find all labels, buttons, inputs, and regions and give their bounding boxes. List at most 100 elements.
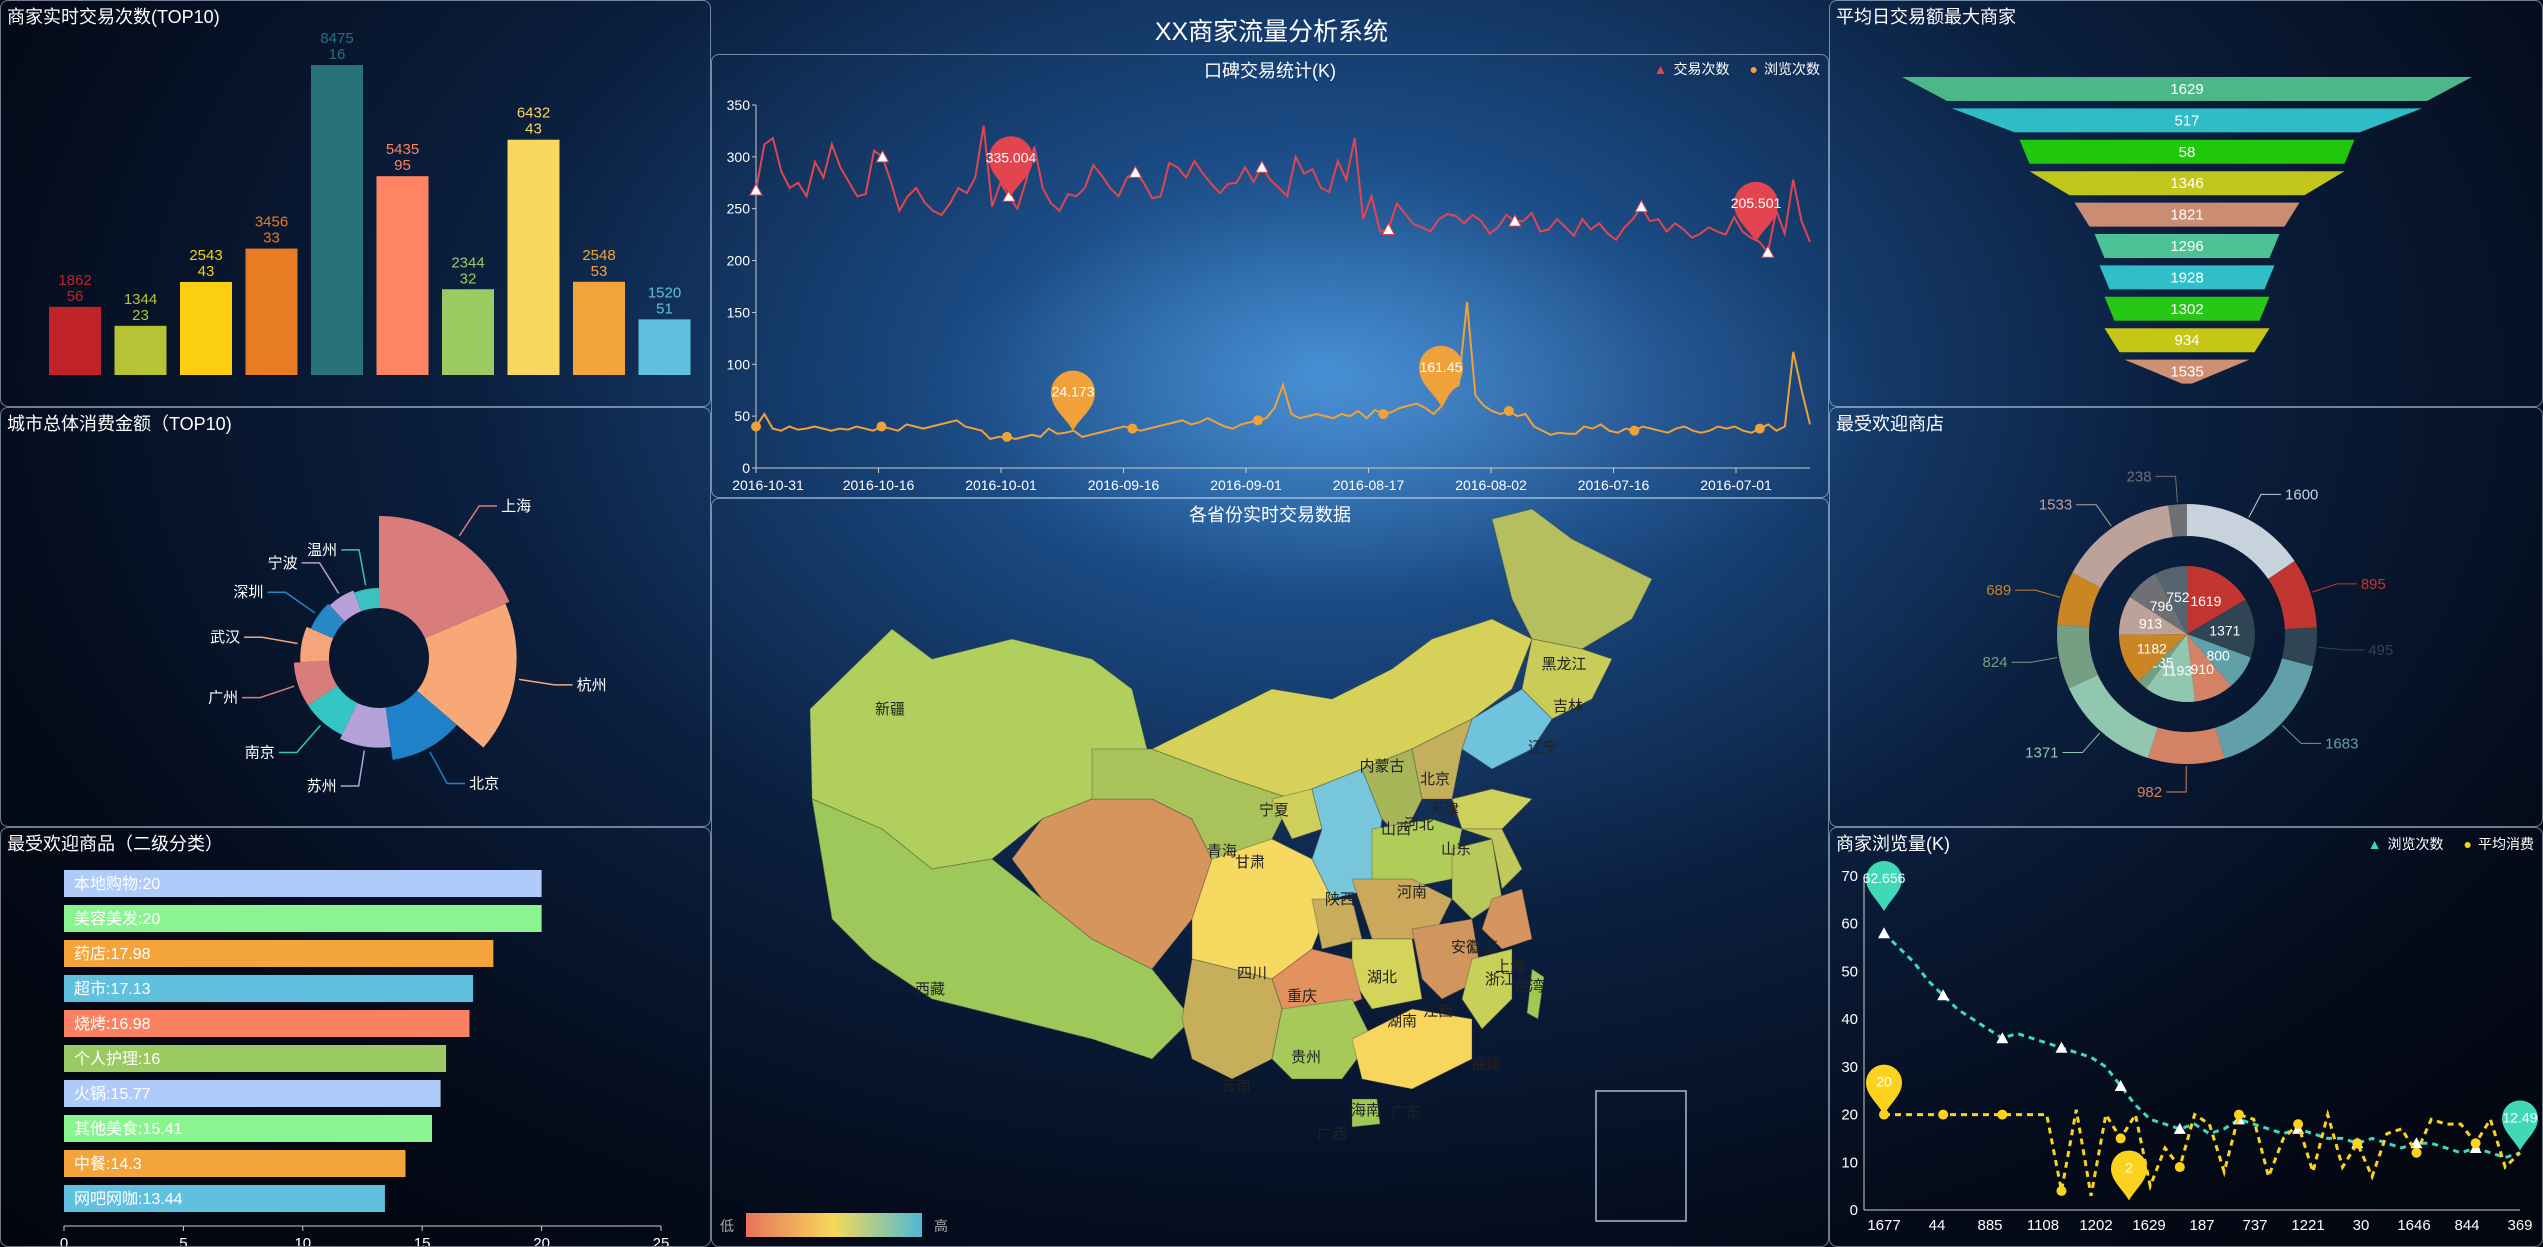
province-guangxi[interactable] (1271, 998, 1373, 1080)
province-anhui[interactable] (1451, 838, 1503, 920)
rose-slice (416, 603, 517, 748)
province-label: 云南 (1221, 1078, 1251, 1095)
y-tick-label: 200 (727, 253, 751, 269)
province-fujian[interactable] (1461, 948, 1513, 1030)
avg-spend-symbol (1997, 1109, 2008, 1120)
trade-bar (507, 139, 560, 375)
browse-legend[interactable]: ▲ 浏览次数 ● 平均消费 (2368, 834, 2534, 854)
trade-count-symbol (1255, 160, 1269, 173)
markpoint-pin (2502, 1100, 2538, 1151)
koubei-legend[interactable]: ▲ 交易次数 ● 浏览次数 (1654, 59, 1820, 79)
province-heilongjiang[interactable] (1491, 508, 1653, 650)
x-tick-label: 885 (1977, 1217, 2002, 1234)
x-tick-label: 1108 (2027, 1217, 2059, 1234)
triangle-icon: ▲ (2367, 836, 2382, 852)
province-label: 江西 (1423, 1003, 1453, 1020)
inner-label: 796 (2150, 598, 2174, 614)
province-jiangxi[interactable] (1411, 918, 1483, 1000)
rose-slice (340, 703, 391, 748)
outer-slice (2057, 624, 2098, 689)
trade-bar-label: 33 (263, 230, 280, 247)
inner-label: 910 (2191, 661, 2215, 677)
province-label: 黑龙江 (1541, 656, 1586, 673)
avg-spend-symbol (2056, 1185, 2067, 1196)
markpoint-pin (989, 136, 1033, 197)
panel-title: 最受欢迎商品（二级分类） (7, 834, 223, 854)
markpoint-pin (1734, 181, 1778, 242)
x-tick-label: 2016-09-16 (1088, 477, 1160, 493)
map-panel: 各省份实时交易数据 (711, 498, 1829, 1247)
province-label: 西藏 (915, 981, 945, 998)
province-label: 广西 (1317, 1126, 1347, 1143)
rose-slice (329, 590, 362, 622)
trade-bar-label: 1344 (124, 291, 157, 308)
rose-label: 南京 (245, 745, 275, 762)
goods-bar-label: 药店:17.98 (74, 945, 151, 963)
trade-bar-label: 53 (591, 263, 608, 280)
province-hebei[interactable] (1411, 718, 1473, 800)
markpoint-pin (1419, 345, 1463, 406)
province-shaanxi[interactable] (1311, 768, 1383, 900)
outer-label: 495 (2368, 642, 2393, 659)
y-tick-label: 250 (727, 201, 751, 217)
outer-label-line (2155, 475, 2178, 503)
x-tick-label: 1629 (2132, 1217, 2165, 1234)
rose-label-line (340, 750, 366, 787)
inner-slice (2138, 634, 2187, 689)
browse-count-line (755, 301, 1811, 441)
avg-spend-symbol (2233, 1109, 2244, 1120)
x-tick-label: 25 (653, 1235, 670, 1247)
trade-count-symbol (1128, 165, 1143, 178)
province-hainan[interactable] (1351, 1098, 1381, 1128)
rose-label: 武汉 (210, 629, 240, 646)
province-taiwan[interactable] (1526, 968, 1545, 1020)
x-tick-label: 1646 (2397, 1217, 2430, 1234)
avg-spend-symbol (2115, 1133, 2126, 1144)
inner-label: 1619 (2190, 593, 2221, 609)
map-provinces[interactable] (809, 508, 1653, 1128)
markpoint-label: 24.173 (1052, 384, 1095, 400)
funnel-segment (2094, 234, 2280, 258)
y-tick-label: 0 (1850, 1202, 1858, 1219)
y-tick-label: 20 (1841, 1107, 1858, 1124)
x-tick-label: 2016-08-17 (1333, 477, 1405, 493)
outer-slice (2072, 505, 2173, 588)
province-hubei[interactable] (1351, 878, 1453, 940)
south-sea-inset (1595, 1090, 1687, 1222)
trade-count-symbol (1508, 214, 1522, 227)
province-shandong[interactable] (1451, 788, 1533, 830)
goods-bar (64, 905, 542, 932)
goods-bar-label: 中餐:14.3 (74, 1155, 142, 1173)
trade-bar (245, 248, 298, 375)
province-guangdong[interactable] (1351, 1008, 1473, 1090)
markpoint-label: 62.656 (1863, 870, 1906, 886)
funnel-label: 517 (2174, 112, 2199, 129)
province-zhejiang[interactable] (1481, 888, 1533, 950)
trade-count-symbol (1760, 245, 1775, 258)
y-tick-label: 10 (1841, 1154, 1858, 1171)
inner-label: 913 (2139, 615, 2163, 631)
funnel-label: 1629 (2170, 81, 2203, 98)
legend-label: 浏览次数 (2387, 836, 2444, 852)
province-shanxi[interactable] (1361, 748, 1423, 840)
panel-title: 平均日交易额最大商家 (1836, 7, 2016, 27)
province-label: 北京 (1420, 771, 1450, 788)
shops-panel: 最受欢迎商店 1600 895 495 1683 982 1371 824 689 1533 23… (1829, 407, 2543, 827)
goods-chart: 本地购物:20 美容美发:20 药店:17.98 超市:17.13 烧烤:16.98 个人… (60, 870, 670, 1247)
avg-spend-symbol (2470, 1138, 2481, 1149)
browse-count-symbol (1996, 1032, 2009, 1044)
visualmap-bar[interactable] (746, 1213, 922, 1237)
funnel-label: 1346 (2170, 175, 2203, 192)
goods-bar (64, 1115, 432, 1142)
province-jiangsu[interactable] (1461, 828, 1523, 891)
circle-icon: ● (1749, 61, 1758, 77)
rose-label-line (458, 505, 498, 537)
browse-count-line (1882, 932, 2521, 1160)
inner-slice (2155, 566, 2187, 634)
browse-chart: 0 10 20 30 40 50 60 70 1677 44 885 1108 1202 1629 187 7… (1841, 861, 2538, 1234)
goods-bar-label: 本地购物:20 (74, 875, 160, 893)
x-tick-label: 15 (414, 1235, 431, 1247)
x-tick-label: 369 (2507, 1217, 2532, 1234)
